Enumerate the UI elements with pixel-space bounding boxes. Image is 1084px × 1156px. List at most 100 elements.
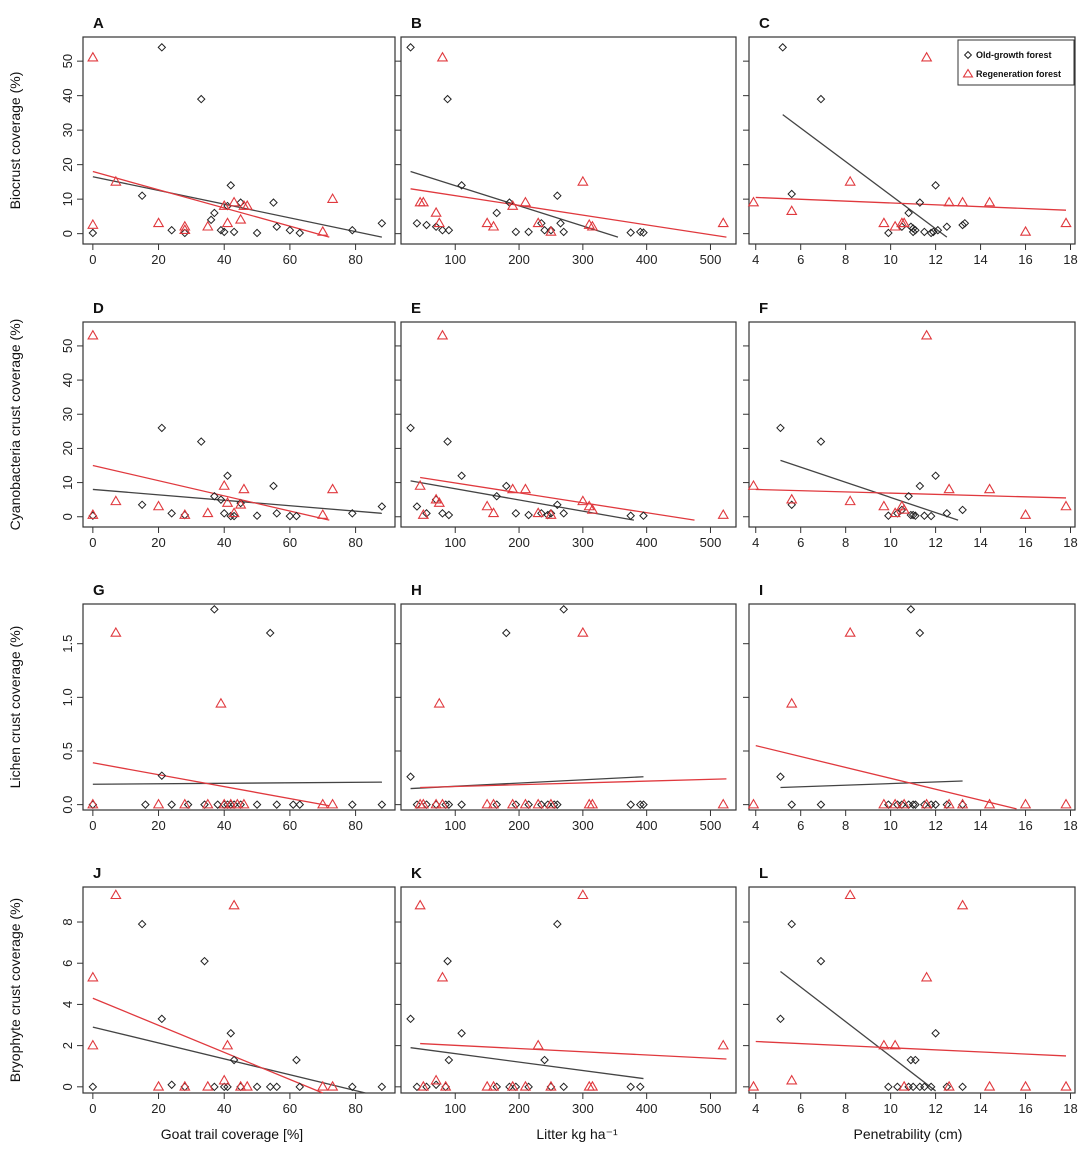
panel-g: G 0 20 40 60 80 0.0 0.5 1.0 1.5	[60, 582, 396, 833]
x-tick-label: 6	[797, 252, 804, 267]
old-growth-point	[88, 1082, 98, 1092]
old-growth-point	[635, 1082, 645, 1092]
panel-c: C 4 6 8 10 12 14 16 18 Old-growth forest Regenerat…	[743, 15, 1078, 267]
regeneration-point	[436, 798, 449, 809]
regeneration-point	[326, 798, 339, 809]
old-growth-point	[524, 227, 533, 237]
y-tick-label: 4	[60, 1001, 75, 1008]
regeneration-point	[844, 175, 856, 186]
regeneration-point	[983, 798, 996, 809]
regeneration-point	[1019, 798, 1032, 809]
old-growth-point	[200, 956, 209, 966]
plot-frame	[400, 36, 737, 245]
legend-box	[957, 39, 1075, 86]
regeneration-point	[231, 798, 244, 809]
x-tick-label: 400	[636, 1101, 658, 1116]
regeneration-point	[577, 889, 589, 900]
x-tick-label: 6	[797, 1101, 804, 1116]
regeneration-point	[1019, 1080, 1032, 1091]
regeneration-point	[430, 206, 442, 217]
old-growth-point	[908, 800, 918, 809]
old-growth-point	[559, 1082, 569, 1092]
old-growth-point	[236, 498, 245, 508]
regeneration-point	[179, 508, 191, 519]
regeneration-point	[417, 1080, 430, 1091]
regeneration-point	[481, 217, 493, 228]
regeneration-point	[433, 217, 445, 228]
old-growth-point	[931, 181, 940, 190]
old-growth-point	[210, 605, 219, 614]
x-tick-label: 10	[883, 1101, 897, 1116]
panel-letter: A	[93, 15, 104, 32]
x-tick-label: 8	[842, 252, 849, 267]
x-tick-label: 40	[217, 818, 231, 833]
old-growth-fit-line	[780, 459, 959, 521]
old-growth-point	[167, 225, 176, 235]
old-growth-fit-line	[92, 1026, 366, 1094]
old-growth-point	[931, 471, 940, 481]
regeneration-point	[586, 1080, 599, 1091]
regeneration-point	[417, 508, 430, 519]
regeneration-point	[532, 1039, 544, 1050]
old-growth-point	[942, 222, 952, 232]
x-tick-label: 400	[636, 252, 658, 267]
regeneration-point	[414, 479, 426, 490]
regeneration-point	[956, 899, 969, 910]
panel-letter: J	[93, 865, 101, 882]
regeneration-point	[179, 220, 191, 231]
regeneration-fit-line	[92, 762, 330, 807]
regeneration-point	[1019, 508, 1032, 519]
old-growth-fit-line	[410, 480, 635, 521]
y-tick-label: 30	[60, 407, 75, 421]
x-tick-label: 500	[700, 818, 722, 833]
x-tick-label: 10	[883, 252, 897, 267]
regeneration-point	[87, 51, 99, 62]
regeneration-point	[326, 483, 339, 494]
regeneration-point	[920, 798, 933, 809]
x-tick-label: 80	[348, 1101, 362, 1116]
old-growth-point	[206, 215, 216, 225]
old-growth-point	[422, 220, 431, 230]
old-growth-point	[931, 1028, 940, 1038]
panel-letter: I	[759, 582, 763, 599]
old-growth-point	[511, 227, 521, 237]
old-growth-point	[88, 228, 98, 238]
old-growth-point	[406, 1014, 415, 1024]
regeneration-point	[317, 798, 329, 809]
old-growth-point	[960, 218, 970, 228]
old-growth-point	[553, 191, 562, 201]
regeneration-point	[844, 626, 856, 637]
old-growth-point	[492, 208, 502, 218]
x-tick-label: 18	[1063, 818, 1077, 833]
y-tick-label: 20	[60, 441, 75, 455]
old-growth-point	[226, 1028, 236, 1038]
plot-frame	[748, 321, 1076, 528]
regeneration-point	[238, 483, 250, 494]
regeneration-point	[506, 483, 519, 494]
regeneration-point	[326, 1080, 339, 1091]
old-growth-point	[915, 481, 925, 491]
old-growth-point	[347, 1082, 357, 1092]
y-tick-label: 0	[60, 1083, 75, 1090]
x-tick-label: 10	[883, 535, 897, 550]
x-tick-label: 100	[444, 1101, 466, 1116]
x-tick-label: 400	[636, 535, 658, 550]
old-growth-point	[457, 800, 466, 809]
regeneration-point	[436, 971, 449, 982]
regeneration-point	[786, 1074, 798, 1085]
regeneration-fit-line	[92, 464, 330, 521]
regeneration-point	[487, 220, 500, 231]
x-tick-label: 12	[928, 1101, 942, 1116]
panel-l: L 4 6 8 10 12 14 16 18	[743, 865, 1078, 1116]
old-growth-point	[626, 1082, 636, 1092]
old-growth-point	[347, 509, 357, 518]
panel-letter: L	[759, 865, 768, 882]
y-tick-label: 0	[60, 230, 75, 237]
old-growth-point	[141, 800, 150, 809]
regeneration-point	[717, 508, 729, 519]
regeneration-point	[577, 175, 589, 186]
regeneration-point	[1060, 798, 1072, 809]
panel-e: E 100 200 300 400 500	[395, 300, 737, 550]
regeneration-point	[110, 889, 122, 900]
regeneration-point	[87, 329, 99, 340]
